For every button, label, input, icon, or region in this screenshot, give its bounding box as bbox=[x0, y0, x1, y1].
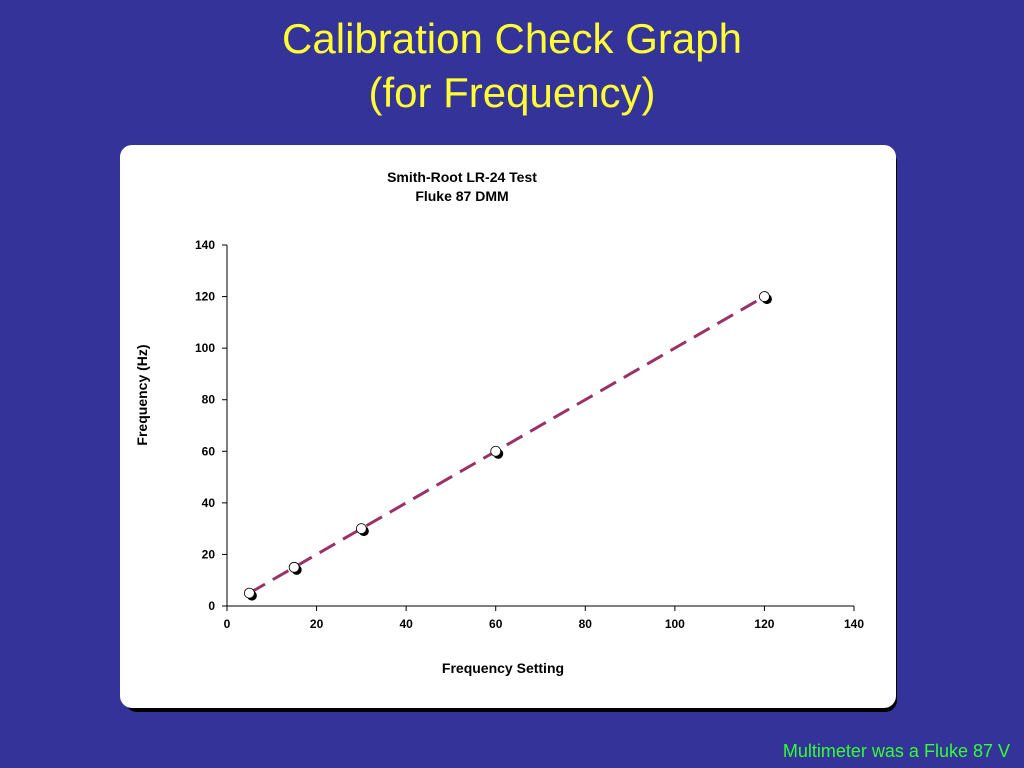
x-tick-label: 120 bbox=[754, 617, 774, 631]
chart-title-line-1: Smith-Root LR-24 Test bbox=[387, 169, 537, 185]
slide-title-line-2: (for Frequency) bbox=[368, 69, 656, 116]
data-point-marker bbox=[759, 291, 770, 302]
slide-title: Calibration Check Graph (for Frequency) bbox=[0, 12, 1024, 120]
x-tick-label: 100 bbox=[665, 617, 685, 631]
fit-line-group bbox=[248, 295, 766, 595]
x-tick-label: 80 bbox=[579, 617, 593, 631]
data-point bbox=[490, 445, 504, 459]
y-tick-label: 140 bbox=[195, 238, 215, 252]
y-tick-label: 100 bbox=[195, 341, 215, 355]
data-point-marker bbox=[288, 561, 300, 573]
chart: Smith-Root LR-24 Test Fluke 87 DMM 0 20 40… bbox=[134, 169, 864, 676]
x-tick-label: 20 bbox=[310, 617, 324, 631]
slide-title-line-1: Calibration Check Graph bbox=[282, 15, 742, 62]
data-point-marker bbox=[243, 587, 255, 599]
y-tick-label: 40 bbox=[202, 496, 216, 510]
data-points bbox=[243, 291, 772, 601]
y-axis-title: Frequency (Hz) bbox=[134, 344, 150, 445]
chart-title-line-2: Fluke 87 DMM bbox=[415, 188, 508, 204]
y-tick-label: 0 bbox=[208, 599, 215, 613]
data-point bbox=[759, 291, 772, 305]
data-point-marker bbox=[355, 523, 367, 535]
footnote: Multimeter was a Fluke 87 V bbox=[782, 741, 1010, 761]
y-tick-label: 80 bbox=[202, 393, 216, 407]
data-point-marker bbox=[490, 445, 502, 457]
data-point bbox=[355, 523, 369, 537]
y-tick-label: 20 bbox=[202, 547, 216, 561]
x-tick-label: 0 bbox=[224, 617, 231, 631]
x-axis-title: Frequency Setting bbox=[442, 660, 564, 676]
axes: 0 20 40 60 80 100 120 140 0 20 40 60 80 100 120 140 bbox=[195, 238, 864, 631]
data-point bbox=[243, 587, 257, 601]
data-point bbox=[288, 561, 302, 575]
x-tick-label: 140 bbox=[844, 617, 864, 631]
fit-line bbox=[248, 295, 766, 595]
x-tick-label: 40 bbox=[399, 617, 413, 631]
chart-panel: Smith-Root LR-24 Test Fluke 87 DMM 0 20 40… bbox=[120, 145, 896, 708]
y-tick-label: 60 bbox=[202, 444, 216, 458]
y-tick-label: 120 bbox=[195, 290, 215, 304]
x-tick-label: 60 bbox=[489, 617, 503, 631]
